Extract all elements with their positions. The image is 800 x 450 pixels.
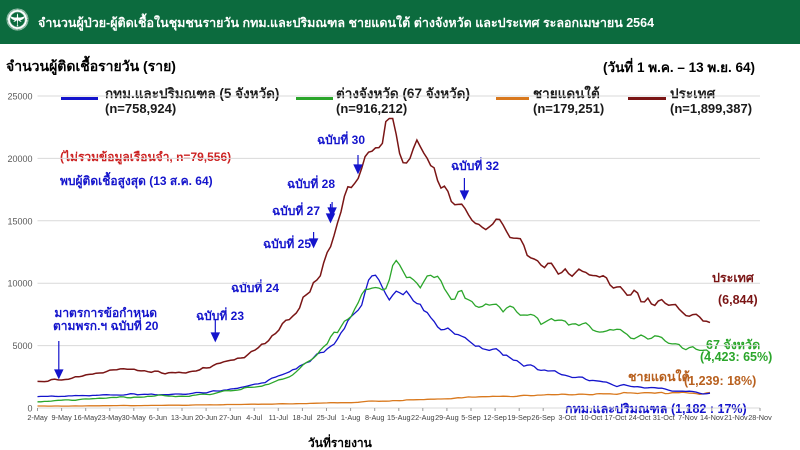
svg-text:1-Aug: 1-Aug xyxy=(341,413,360,422)
svg-text:5-Sep: 5-Sep xyxy=(461,413,480,422)
svg-text:3-Oct: 3-Oct xyxy=(558,413,576,422)
svg-text:19-Sep: 19-Sep xyxy=(507,413,531,422)
svg-text:7-Nov: 7-Nov xyxy=(678,413,698,422)
svg-text:25-Jul: 25-Jul xyxy=(317,413,337,422)
svg-text:10000: 10000 xyxy=(7,279,32,289)
svg-text:20000: 20000 xyxy=(7,154,32,164)
svg-text:9-May: 9-May xyxy=(51,413,72,422)
svg-text:25000: 25000 xyxy=(7,92,32,102)
svg-text:11-Jul: 11-Jul xyxy=(269,413,289,422)
svg-text:4-Jul: 4-Jul xyxy=(246,413,262,422)
svg-text:21-Nov: 21-Nov xyxy=(724,413,748,422)
svg-text:8-Aug: 8-Aug xyxy=(365,413,384,422)
svg-text:30-May: 30-May xyxy=(122,413,147,422)
svg-text:17-Oct: 17-Oct xyxy=(605,413,627,422)
svg-text:15000: 15000 xyxy=(7,216,32,226)
svg-text:28-Nov: 28-Nov xyxy=(748,413,772,422)
svg-text:29-Aug: 29-Aug xyxy=(435,413,459,422)
svg-text:27-Jun: 27-Jun xyxy=(219,413,241,422)
svg-text:22-Aug: 22-Aug xyxy=(411,413,435,422)
svg-text:16-May: 16-May xyxy=(74,413,99,422)
svg-text:24-Oct: 24-Oct xyxy=(629,413,651,422)
svg-text:2-May: 2-May xyxy=(27,413,48,422)
svg-text:26-Sep: 26-Sep xyxy=(531,413,555,422)
svg-text:31-Oct: 31-Oct xyxy=(653,413,675,422)
svg-text:15-Aug: 15-Aug xyxy=(387,413,411,422)
svg-text:12-Sep: 12-Sep xyxy=(483,413,507,422)
svg-text:0: 0 xyxy=(27,404,32,414)
svg-text:13-Jun: 13-Jun xyxy=(171,413,193,422)
svg-text:6-Jun: 6-Jun xyxy=(149,413,167,422)
svg-text:10-Oct: 10-Oct xyxy=(580,413,602,422)
svg-text:23-May: 23-May xyxy=(98,413,123,422)
svg-text:5000: 5000 xyxy=(12,341,32,351)
svg-text:18-Jul: 18-Jul xyxy=(292,413,312,422)
svg-text:20-Jun: 20-Jun xyxy=(195,413,217,422)
svg-text:14-Nov: 14-Nov xyxy=(700,413,724,422)
